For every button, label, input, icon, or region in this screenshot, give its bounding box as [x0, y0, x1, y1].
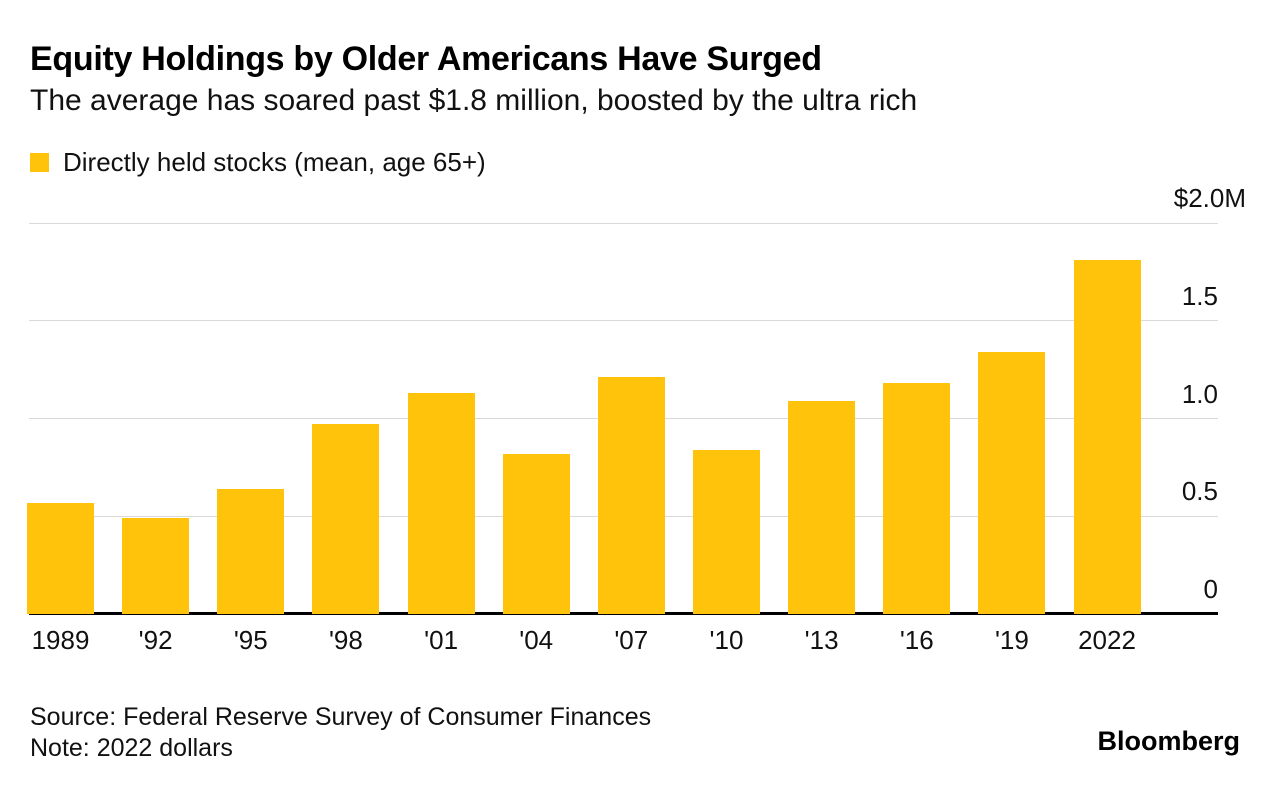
- bar-1989: [27, 502, 94, 614]
- bar-95: [217, 488, 285, 614]
- x-tick-label: '04: [519, 625, 554, 655]
- y-tick-label: 0.5: [1181, 476, 1218, 507]
- x-tick-label: '95: [233, 625, 268, 655]
- gridline: [29, 320, 1218, 322]
- bar-04: [502, 453, 570, 614]
- x-tick-label: '13: [804, 625, 839, 655]
- bloomberg-logo: Bloomberg: [1097, 726, 1240, 756]
- bar-10: [693, 449, 760, 614]
- bar-98: [312, 424, 380, 614]
- y-tick-label: 1.5: [1181, 280, 1218, 311]
- footer-text: Source: Federal Reserve Survey of Consum…: [30, 702, 651, 764]
- bar-07: [597, 377, 665, 614]
- x-tick-label: '01: [424, 625, 459, 655]
- bar-13: [788, 400, 856, 614]
- source-line: Source: Federal Reserve Survey of Consum…: [30, 703, 652, 731]
- chart-title: Equity Holdings by Older Americans Have …: [30, 40, 822, 78]
- x-tick-label: '16: [899, 625, 934, 655]
- x-tick-label: 2022: [1078, 625, 1136, 655]
- legend: Directly held stocks (mean, age 65+): [30, 147, 486, 178]
- x-tick-label: 1989: [31, 625, 90, 655]
- x-tick-label: '10: [709, 625, 744, 655]
- bar-2022: [1073, 260, 1141, 614]
- gridline: [29, 222, 1218, 224]
- bar-92: [122, 518, 190, 614]
- bar-19: [978, 352, 1046, 614]
- bar-01: [407, 393, 475, 614]
- y-tick-label: 1.0: [1181, 378, 1218, 409]
- x-tick-label: '92: [138, 625, 173, 655]
- x-tick-label: '19: [994, 625, 1029, 655]
- note-line: Note: 2022 dollars: [30, 734, 233, 762]
- x-tick-label: '07: [614, 625, 649, 655]
- bar-16: [883, 383, 951, 614]
- legend-swatch-icon: [30, 153, 49, 172]
- y-tick-label: $2.0M: [1173, 183, 1246, 213]
- legend-label: Directly held stocks (mean, age 65+): [63, 147, 486, 177]
- y-tick-label: 0: [1203, 574, 1218, 604]
- x-tick-label: '98: [328, 625, 363, 655]
- chart-subtitle: The average has soared past $1.8 million…: [30, 84, 918, 117]
